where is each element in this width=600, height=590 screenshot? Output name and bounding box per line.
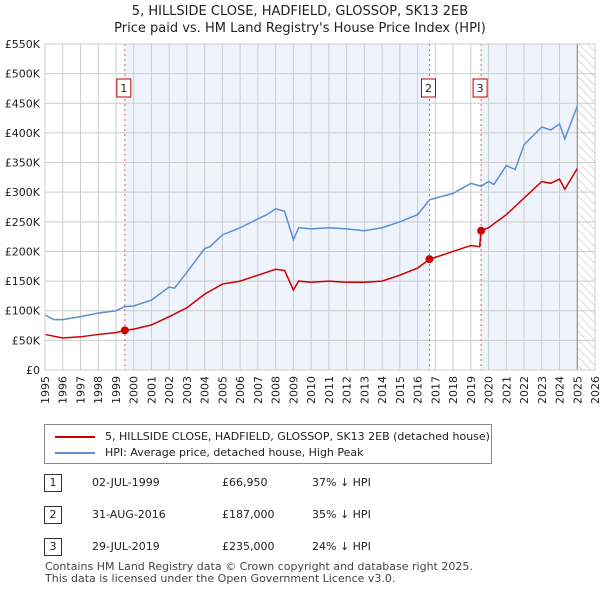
x-tick-label: 2024	[554, 376, 567, 404]
sale-date: 29-JUL-2019	[92, 540, 160, 553]
sale-price: £187,000	[222, 508, 275, 521]
sale-marker-box	[116, 78, 132, 98]
sale-hpi-diff: 37% ↓ HPI	[312, 476, 371, 489]
chart-title: 5, HILLSIDE CLOSE, HADFIELD, GLOSSOP, SK…	[131, 4, 469, 19]
y-tick-label: £350K	[5, 157, 41, 170]
x-tick-label: 2021	[500, 376, 513, 404]
y-tick-label: £0	[26, 364, 40, 377]
footer-line-2: This data is licensed under the Open Gov…	[45, 572, 396, 585]
y-tick-label: £50K	[12, 334, 41, 347]
sale-row: 2 31-AUG-2016 £187,000 35% ↓ HPI	[44, 506, 464, 526]
sale-marker-label: 1	[120, 82, 127, 95]
x-tick-label: 2002	[163, 376, 176, 404]
x-tick-label: 2014	[376, 376, 389, 404]
sale-point	[120, 326, 129, 335]
x-tick-label: 2004	[199, 376, 212, 404]
sale-hpi-diff: 24% ↓ HPI	[312, 540, 371, 553]
x-tick-label: 2005	[216, 376, 229, 404]
sale-row: 3 29-JUL-2019 £235,000 24% ↓ HPI	[44, 538, 464, 558]
shaded-period	[481, 44, 578, 370]
y-tick-label: £500K	[5, 68, 41, 81]
sale-hpi-diff: 35% ↓ HPI	[312, 508, 371, 521]
sale-row: 1 02-JUL-1999 £66,950 37% ↓ HPI	[44, 474, 464, 494]
forecast-hatch	[577, 44, 595, 370]
x-tick-label: 2023	[536, 376, 549, 404]
sale-price: £66,950	[222, 476, 268, 489]
x-tick-label: 2001	[145, 376, 158, 404]
y-tick-label: £550K	[5, 38, 41, 51]
y-tick-label: £300K	[5, 186, 41, 199]
legend-label: HPI: Average price, detached house, High…	[105, 446, 364, 459]
legend-item-hpi: HPI: Average price, detached house, High…	[55, 446, 364, 459]
sale-number: 3	[44, 538, 62, 556]
legend-swatch	[55, 451, 95, 454]
sale-marker-box	[472, 78, 488, 98]
chart-subtitle: Price paid vs. HM Land Registry's House …	[114, 21, 486, 36]
x-tick-label: 2017	[429, 376, 442, 404]
sale-date: 31-AUG-2016	[92, 508, 166, 521]
property-price-line	[44, 168, 578, 339]
x-tick-label: 1999	[110, 376, 123, 404]
sale-point	[477, 226, 486, 235]
x-tick-label: 2012	[341, 376, 354, 404]
footer-line-1: Contains HM Land Registry data © Crown c…	[45, 560, 473, 573]
sale-number: 1	[44, 474, 62, 492]
x-tick-label: 2019	[465, 376, 478, 404]
legend-item-property: 5, HILLSIDE CLOSE, HADFIELD, GLOSSOP, SK…	[55, 430, 490, 443]
x-tick-label: 2010	[305, 376, 318, 404]
sale-marker-box	[420, 78, 436, 98]
x-tick-label: 2006	[234, 376, 247, 404]
sale-price: £235,000	[222, 540, 275, 553]
sale-date: 02-JUL-1999	[92, 476, 160, 489]
y-tick-label: £100K	[5, 305, 41, 318]
x-tick-label: 1995	[39, 376, 52, 404]
x-tick-label: 1996	[57, 376, 70, 404]
sale-marker-label: 2	[425, 82, 432, 95]
x-tick-label: 2003	[181, 376, 194, 404]
x-tick-label: 2000	[128, 376, 141, 404]
x-tick-label: 2025	[571, 376, 584, 404]
legend-swatch	[55, 435, 95, 438]
x-tick-label: 2009	[287, 376, 300, 404]
x-tick-label: 2026	[589, 376, 600, 404]
sale-number: 2	[44, 506, 62, 524]
y-tick-label: £150K	[5, 275, 41, 288]
x-tick-label: 2007	[252, 376, 265, 404]
plot-border	[44, 43, 596, 371]
x-tick-label: 1997	[74, 376, 87, 404]
legend: 5, HILLSIDE CLOSE, HADFIELD, GLOSSOP, SK…	[44, 424, 492, 464]
x-tick-label: 2013	[358, 376, 371, 404]
y-tick-label: £450K	[5, 97, 41, 110]
y-tick-label: £250K	[5, 216, 41, 229]
x-tick-label: 1998	[92, 376, 105, 404]
y-tick-label: £200K	[5, 245, 41, 258]
x-tick-label: 2016	[412, 376, 425, 404]
x-tick-label: 2011	[323, 376, 336, 404]
x-tick-label: 2020	[483, 376, 496, 404]
x-tick-label: 2018	[447, 376, 460, 404]
legend-label: 5, HILLSIDE CLOSE, HADFIELD, GLOSSOP, SK…	[105, 430, 490, 443]
sale-point	[425, 255, 434, 264]
x-tick-label: 2015	[394, 376, 407, 404]
hpi-line	[44, 105, 578, 321]
x-tick-label: 2022	[518, 376, 531, 404]
price-chart: 1995 1996 1997 1998 1999 2000 2001 2002 2003 2004…	[5, 38, 600, 404]
sale-marker-label: 3	[477, 82, 484, 95]
x-tick-label: 2008	[270, 376, 283, 404]
shaded-period	[124, 44, 430, 370]
y-tick-label: £400K	[5, 127, 41, 140]
